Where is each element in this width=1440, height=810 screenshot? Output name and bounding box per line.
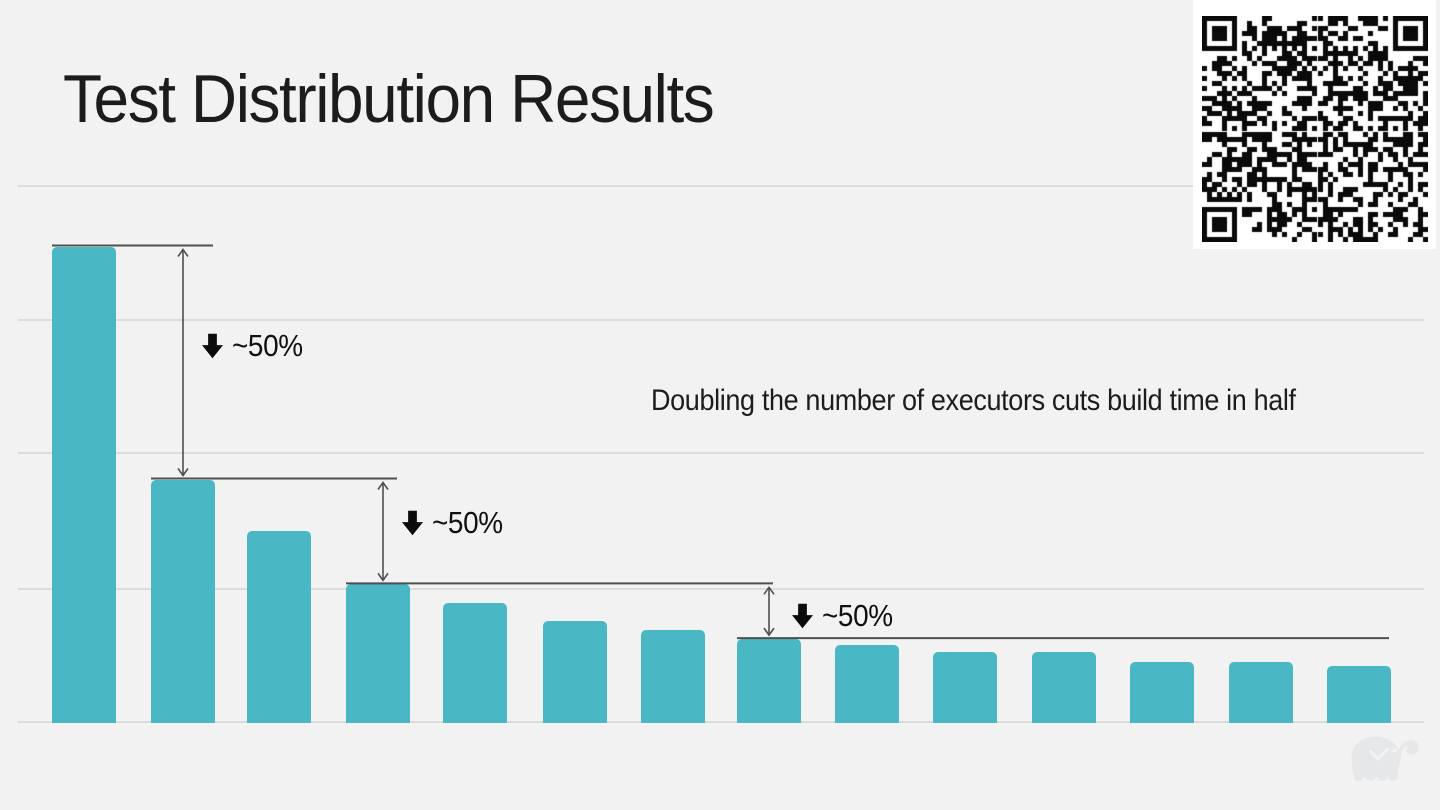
gridline — [18, 588, 1424, 590]
bar-executors-4 — [346, 584, 410, 723]
callout-text: Doubling the number of executors cuts bu… — [651, 384, 1296, 417]
down-arrow-icon — [202, 333, 223, 359]
bar-executors-2 — [151, 479, 215, 723]
qr-code-canvas — [1202, 16, 1428, 242]
gridline — [18, 721, 1424, 723]
halving-annotation: ~50% — [402, 505, 511, 540]
qr-code — [1193, 0, 1436, 249]
down-arrow-icon — [402, 510, 423, 536]
elephant-eye — [1392, 748, 1398, 753]
gridline — [18, 319, 1424, 321]
bar-executors-10 — [933, 652, 997, 723]
bar-executors-6 — [543, 620, 607, 723]
bar-executors-11 — [1032, 651, 1096, 723]
annotation-label-text: ~50% — [432, 505, 503, 540]
bar-executors-13 — [1229, 661, 1293, 723]
elephant-watermark-logo — [1351, 736, 1419, 781]
halving-annotation: ~50% — [202, 328, 311, 363]
bar-executors-8 — [737, 639, 801, 723]
bar-executors-9 — [835, 644, 899, 723]
slide-title: Test Distribution Results — [63, 61, 715, 137]
annotation-label-text: ~50% — [822, 598, 893, 633]
bar-executors-12 — [1130, 662, 1194, 723]
gridline — [18, 452, 1424, 454]
gridline — [18, 185, 1424, 187]
elephant-ear-crease — [1369, 747, 1389, 761]
down-arrow-icon — [792, 603, 813, 629]
annotation-label-text: ~50% — [232, 328, 303, 363]
halving-annotation: ~50% — [792, 598, 901, 633]
bar-executors-7 — [641, 629, 705, 723]
bar-executors-14 — [1327, 666, 1391, 723]
bar-executors-3 — [247, 531, 311, 723]
bar-executors-1 — [52, 246, 116, 723]
bar-executors-5 — [443, 603, 507, 723]
